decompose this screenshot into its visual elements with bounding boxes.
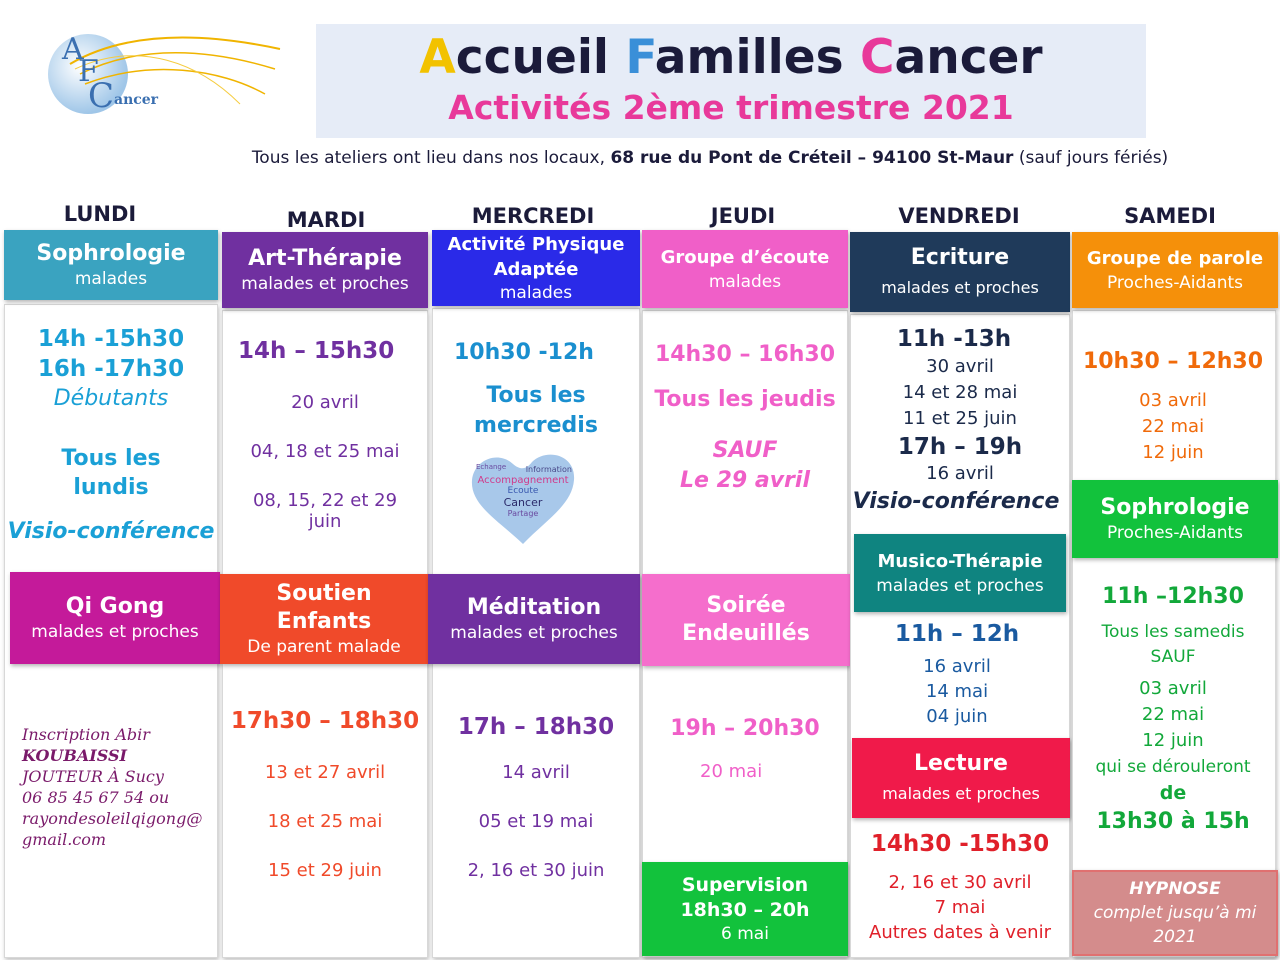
vendredi-lecture-header: Lecture malades et proches: [852, 738, 1070, 818]
samedi-column: [1072, 310, 1276, 958]
mardi-art-therapie-header: Art-Thérapie malades et proches: [222, 232, 428, 308]
day-lundi: LUNDI: [63, 202, 137, 226]
logo: A F C ancer: [40, 24, 290, 124]
jeudi-content-2: 19h – 20h30 20 mai: [670, 716, 820, 782]
vendredi-column: [850, 314, 1070, 958]
samedi-parole-header: Groupe de parole Proches-Aidants: [1072, 232, 1278, 308]
logo-letter-f: F: [78, 54, 99, 89]
logo-letter-c: C: [88, 76, 115, 116]
lundi-content: 14h -15h30 16h -17h30 Débutants Tous les…: [7, 326, 215, 544]
mardi-content: 14h – 15h30 20 avril 04, 18 et 25 mai 08…: [238, 338, 400, 532]
jeudi-soiree-header: Soirée Endeuillés: [642, 574, 850, 666]
logo-letter-a: A: [62, 32, 84, 67]
day-jeudi: JEUDI: [710, 204, 776, 228]
jeudi-supervision-header: Supervision 18h30 – 20h 6 mai: [642, 862, 848, 956]
page-title: Accueil Familles Cancer: [419, 30, 1043, 85]
mercredi-meditation-header: Méditation malades et proches: [428, 574, 640, 664]
day-mercredi: MERCREDI: [471, 204, 595, 228]
jeudi-ecoute-header: Groupe d’écoute malades: [642, 230, 848, 308]
heart-words: Echange Information Accompagnement Ecout…: [476, 463, 572, 518]
page-subtitle: Activités 2ème trimestre 2021: [448, 88, 1014, 127]
mardi-content-2: 17h30 – 18h30 13 et 27 avril 18 et 25 ma…: [230, 708, 420, 881]
vendredi-musico-header: Musico-Thérapie malades et proches: [854, 534, 1066, 612]
lundi-sophrologie-header: Sophrologie malades: [4, 230, 218, 300]
samedi-content: 10h30 – 12h30 03 avril 22 mai 12 juin: [1082, 349, 1264, 463]
samedi-hypnose-header: HYPNOSE complet jusqu’à mi 2021: [1072, 870, 1278, 956]
mardi-soutien-enfants-header: Soutien Enfants De parent malade: [220, 574, 428, 664]
vendredi-content: 11h -13h 30 avril 14 et 28 mai 11 et 25 …: [852, 326, 1060, 514]
mercredi-content-2: 17h – 18h30 14 avril 05 et 19 mai 2, 16 …: [457, 714, 615, 881]
samedi-content-2: 11h –12h30 Tous les samedis SAUF 03 avri…: [1095, 584, 1251, 834]
vendredi-content-3: 14h30 -15h30 2, 16 et 30 avril 7 mai Aut…: [869, 831, 1051, 943]
samedi-sophrologie-header: Sophrologie Proches-Aidants: [1072, 480, 1278, 558]
logo-swoosh-icon: [48, 34, 281, 114]
day-mardi: MARDI: [286, 208, 366, 232]
jeudi-content: 14h30 – 16h30 Tous les jeudis SAUF Le 29…: [654, 342, 836, 493]
day-samedi: SAMEDI: [1124, 204, 1216, 228]
address-line: Tous les ateliers ont lieu dans nos loca…: [251, 148, 1169, 168]
title-box: Accueil Familles Cancer Activités 2ème t…: [316, 24, 1146, 138]
day-vendredi: VENDREDI: [898, 204, 1020, 228]
vendredi-content-2: 11h – 12h 16 avril 14 mai 04 juin: [894, 621, 1020, 727]
heart-word-cloud-icon: [471, 454, 575, 544]
lundi-qigong-header: Qi Gong malades et proches: [10, 572, 220, 664]
mercredi-apa-header: Activité Physique Adaptée malades: [432, 230, 640, 306]
mercredi-content: 10h30 -12h Tous les mercredis: [454, 340, 598, 438]
lundi-inscription: Inscription Abir KOUBAISSI JOUTEUR À Suc…: [22, 725, 203, 849]
vendredi-ecriture-header: Ecriture malades et proches: [850, 232, 1070, 312]
logo-word: ancer: [114, 92, 159, 108]
